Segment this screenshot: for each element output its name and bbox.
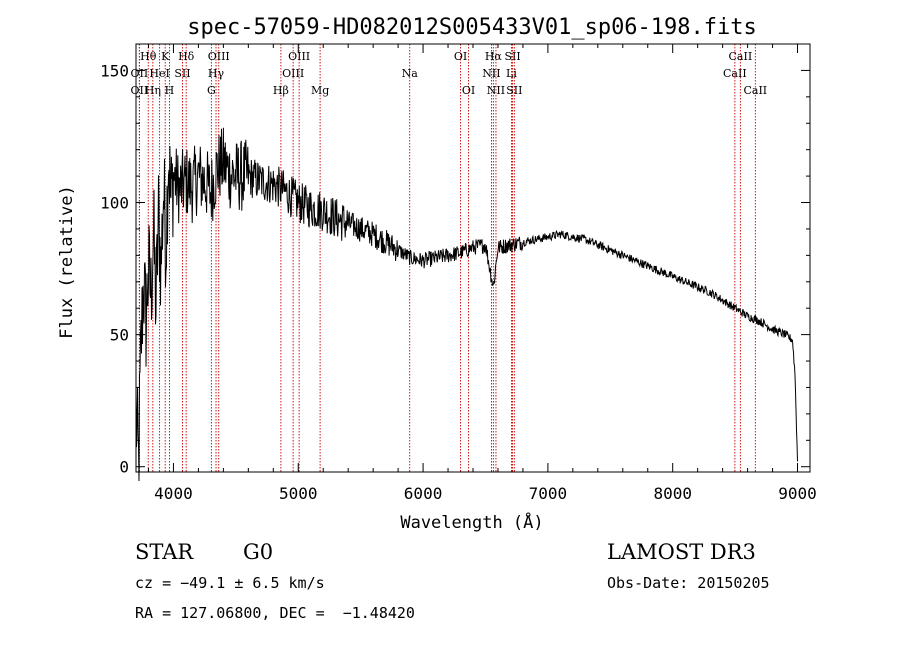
chart-title: spec-57059-HD082012S005433V01_sp06-198.f… <box>187 15 757 40</box>
spectrum-line <box>135 127 798 482</box>
survey-name: LAMOST DR3 <box>607 540 756 564</box>
y-tick-label: 150 <box>100 61 129 80</box>
y-tick-label: 0 <box>119 458 129 477</box>
spectral-line-label: OIII <box>288 50 310 63</box>
spectral-line-label: Na <box>402 67 419 80</box>
spectral-line-label: OIII <box>282 67 304 80</box>
spectral-line-label: SII <box>506 84 522 97</box>
x-tick-label: 9000 <box>778 484 817 503</box>
x-tick-label: 6000 <box>404 484 443 503</box>
spectral-line-label: OIII <box>208 50 230 63</box>
spectral-line-label: Hγ <box>208 67 225 80</box>
spectral-line-label: HeI <box>149 67 169 80</box>
spectral-line-label: Hθ <box>140 50 157 63</box>
spectral-line-label: K <box>161 50 170 63</box>
spectral-line-label: Mg <box>311 84 329 97</box>
spectral-line-label: OII <box>131 84 149 97</box>
spectral-line-label: Li <box>506 67 517 80</box>
plot-frame <box>135 43 811 473</box>
ra-dec: RA = 127.06800, DEC = −1.48420 <box>135 604 415 622</box>
spectral-line-label: OI <box>462 84 475 97</box>
y-tick-label: 50 <box>110 326 129 345</box>
spectral-subclass: G0 <box>243 540 274 564</box>
spectral-line-label: OI <box>454 50 467 63</box>
x-tick-label: 5000 <box>279 484 318 503</box>
spectral-line-label: H <box>165 84 175 97</box>
y-axis-label: Flux (relative) <box>57 185 77 339</box>
spectral-line-label: NII <box>482 67 500 80</box>
observation-date: Obs-Date: 20150205 <box>607 574 770 592</box>
y-tick-label: 100 <box>100 194 129 213</box>
x-tick-label: 8000 <box>653 484 692 503</box>
spectral-line-label: Hβ <box>273 84 289 97</box>
spectral-line-label: CaII <box>723 67 747 80</box>
spectral-line-label: Hδ <box>178 50 195 63</box>
spectral-line-label: SII <box>504 50 520 63</box>
object-class: STAR <box>135 540 194 564</box>
spectral-line-label: OII <box>131 67 149 80</box>
spectral-line-label: CaII <box>729 50 753 63</box>
x-tick-label: 4000 <box>154 484 193 503</box>
x-axis-ticks: 4000 5000 6000 7000 8000 9000 <box>147 44 817 503</box>
spectral-line-label: Hα <box>485 50 503 63</box>
spectral-line-label: G <box>207 84 216 97</box>
spectral-line-label: NII <box>487 84 505 97</box>
spectral-line-label: SII <box>174 67 190 80</box>
spectral-line-label: CaII <box>743 84 767 97</box>
y-axis-ticks: 0 50 100 150 <box>100 61 810 477</box>
redshift-cz: cz = −49.1 ± 6.5 km/s <box>135 574 325 592</box>
spectrum-series-layer <box>135 127 798 482</box>
x-axis-label: Wavelength (Å) <box>400 511 543 533</box>
spectral-line-label: Hη <box>145 84 161 97</box>
x-tick-label: 7000 <box>529 484 568 503</box>
